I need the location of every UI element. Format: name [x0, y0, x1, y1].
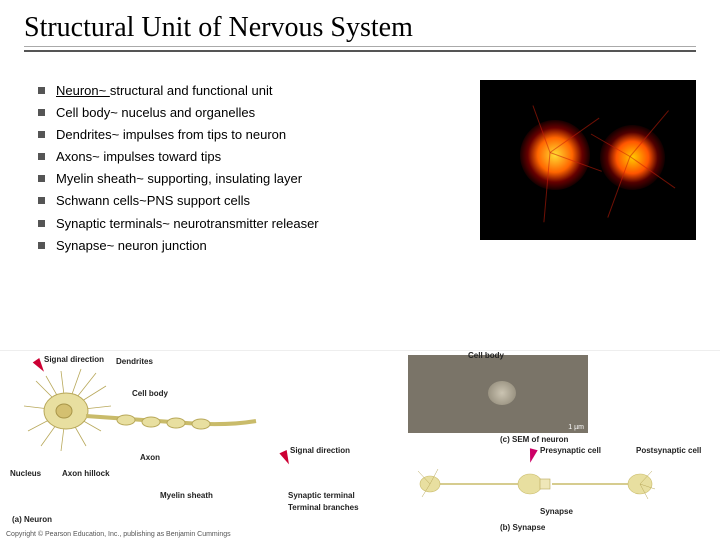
bullet-text: Myelin sheath~ supporting, insulating la… — [56, 171, 302, 186]
label-nucleus: Nucleus — [10, 469, 41, 478]
bullet-text: Synapse~ neuron junction — [56, 238, 207, 253]
textbook-figure: Signal direction Dendrites Cell body Nuc… — [0, 350, 720, 540]
list-item: Synaptic terminals~ neurotransmitter rel… — [38, 213, 468, 235]
neuron-diagram-a — [6, 361, 266, 511]
bullet-text: Dendrites~ impulses from tips to neuron — [56, 127, 286, 142]
list-item: Myelin sheath~ supporting, insulating la… — [38, 168, 468, 190]
panel-c-title: (c) SEM of neuron — [500, 435, 568, 444]
neuron-fluorescent-image — [480, 80, 696, 240]
list-item: Axons~ impulses toward tips — [38, 146, 468, 168]
list-item: Cell body~ nucelus and organelles — [38, 102, 468, 124]
bullet-text: structural and functional unit — [110, 83, 273, 98]
label-term-branch: Terminal branches — [288, 503, 359, 512]
label-sem-cellbody: Cell body — [468, 351, 504, 360]
bullet-text: Cell body~ nucelus and organelles — [56, 105, 255, 120]
label-synapse: Synapse — [540, 507, 573, 516]
bullet-list: Neuron~ structural and functional unit C… — [24, 80, 468, 257]
label-postsyn: Postsynaptic cell — [636, 447, 701, 455]
nucleus-shape — [56, 404, 72, 418]
label-signal2: Signal direction — [290, 447, 350, 455]
bullet-text: Synaptic terminals~ neurotransmitter rel… — [56, 216, 319, 231]
title-underline: Structural Unit of Nervous System — [24, 12, 696, 52]
sem-cellbody — [488, 381, 516, 405]
list-item: Dendrites~ impulses from tips to neuron — [38, 124, 468, 146]
sem-scale: 1 µm — [568, 424, 584, 431]
sem-image: 1 µm — [408, 355, 588, 433]
label-syn-term: Synaptic terminal — [288, 491, 355, 500]
slide-title: Structural Unit of Nervous System — [24, 12, 696, 44]
panel-a-title: (a) Neuron — [12, 515, 52, 524]
label-presyn: Presynaptic cell — [540, 447, 601, 455]
bullet-text: Schwann cells~PNS support cells — [56, 193, 250, 208]
panel-b-title: (b) Synapse — [500, 523, 545, 532]
label-axon-hillock: Axon hillock — [62, 469, 110, 478]
label-myelin: Myelin sheath — [160, 491, 213, 500]
slide: Structural Unit of Nervous System Neuron… — [0, 0, 720, 540]
list-item: Schwann cells~PNS support cells — [38, 190, 468, 212]
bullet-text: Axons~ impulses toward tips — [56, 149, 221, 164]
label-axon: Axon — [140, 453, 160, 462]
list-item: Neuron~ structural and functional unit — [38, 80, 468, 102]
label-cellbody: Cell body — [132, 389, 168, 398]
copyright-text: Copyright © Pearson Education, Inc., pub… — [6, 531, 231, 538]
list-item: Synapse~ neuron junction — [38, 235, 468, 257]
content-row: Neuron~ structural and functional unit C… — [24, 80, 696, 257]
term: Neuron~ — [56, 83, 110, 98]
